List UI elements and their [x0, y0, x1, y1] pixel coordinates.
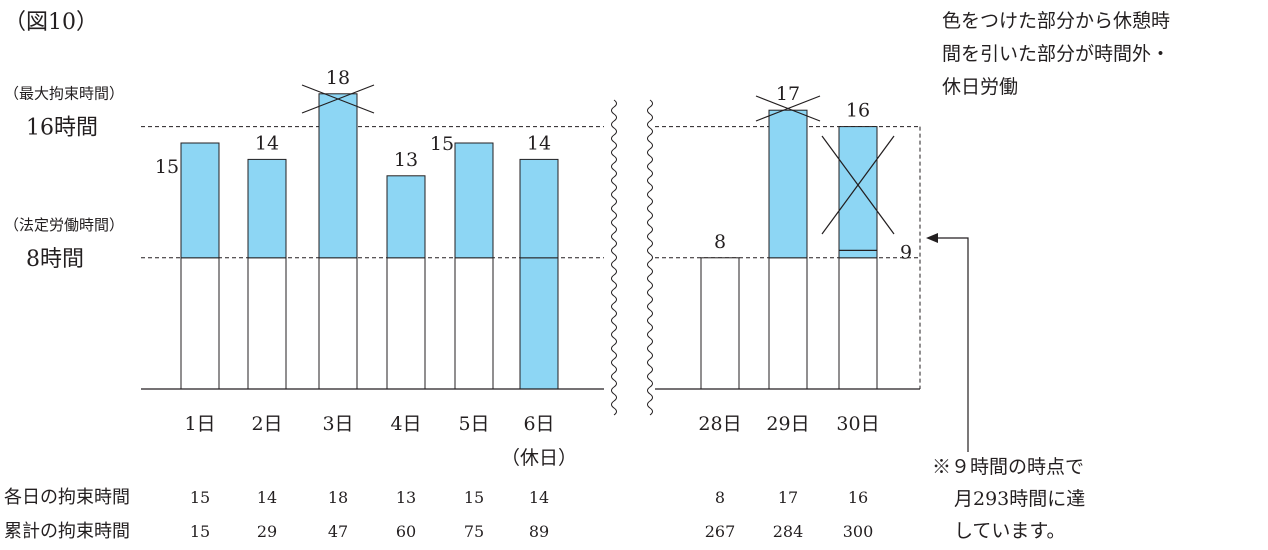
table-cell-0-7: 17 — [778, 488, 798, 507]
bar-overtime-29日 — [768, 109, 808, 259]
table-cell-1-8: 300 — [843, 522, 874, 541]
bar-base-29日 — [768, 257, 808, 390]
table-cell-1-2: 47 — [328, 522, 348, 541]
table-row-label-1: 累計の拘束時間 — [4, 521, 130, 542]
day-label-29日: 29日 — [766, 413, 809, 435]
table-cell-1-4: 75 — [464, 522, 484, 541]
day-label-4日: 4日 — [390, 413, 421, 435]
data-table: 各日の拘束時間 15 14 18 13 15 14 8 17 16 累計の拘束時間 15 29 47 60 7… — [4, 487, 873, 542]
marker-label-9: 9 — [900, 241, 912, 263]
bar-base-28日 — [700, 257, 740, 390]
cross-3日-b — [301, 84, 375, 114]
marker-arrow-head — [926, 233, 938, 243]
marker-arrow-line — [935, 237, 969, 452]
ref-label-8: 8時間 — [26, 247, 84, 272]
legend-note-line-3: 休日労働 — [942, 76, 1018, 98]
bar-value-label-4日: 13 — [394, 149, 418, 171]
table-cell-0-0: 15 — [190, 488, 210, 507]
bar-base-2日 — [247, 257, 287, 390]
bar-value-label-3日: 18 — [326, 67, 350, 89]
bar-overtime-4日 — [386, 175, 426, 259]
footnote: ※９時間の時点で 月293時間に達 しています。 — [932, 456, 1085, 542]
day-label-1日: 1日 — [184, 413, 215, 435]
table-cell-0-6: 8 — [715, 488, 725, 507]
bar-base-1日 — [180, 257, 220, 390]
table-cell-0-5: 14 — [529, 488, 549, 507]
day-label-3日: 3日 — [322, 413, 353, 435]
ref-tag-8: （法定労働時間） — [4, 216, 124, 234]
table-row-label-0: 各日の拘束時間 — [4, 487, 130, 508]
bar-overtime-6日 — [519, 158, 559, 259]
day-label-2日: 2日 — [251, 413, 282, 435]
bar-base-30日 — [838, 257, 878, 390]
footnote-line-2: 月293時間に達 — [954, 488, 1085, 510]
table-cell-1-1: 29 — [257, 522, 277, 541]
bar-value-label-28日: 8 — [714, 231, 726, 253]
table-cell-1-6: 267 — [705, 522, 736, 541]
axis-break-right — [647, 99, 653, 416]
bar-value-label-5日: 15 — [430, 133, 454, 155]
labels: （最大拘束時間） 16時間 （法定労働時間） 8時間 15 1日 14 2日 18 3日 13 4日 1… — [4, 67, 912, 469]
holiday-label: （休日） — [501, 447, 577, 469]
bar-value-label-30日: 16 — [846, 100, 870, 122]
legend-note: 色をつけた部分から休憩時 間を引いた部分が時間外・ 休日労働 — [942, 10, 1170, 98]
ref-tag-16: （最大拘束時間） — [4, 85, 124, 103]
legend-note-line-2: 間を引いた部分が時間外・ — [942, 43, 1170, 65]
ref-label-16: 16時間 — [26, 116, 98, 141]
legend-note-line-1: 色をつけた部分から休憩時 — [942, 10, 1170, 32]
table-cell-0-1: 14 — [257, 488, 277, 507]
bar-overtime-2日 — [247, 158, 287, 259]
footnote-line-1: ※９時間の時点で — [932, 456, 1084, 478]
day-label-6日: 6日 — [523, 413, 554, 435]
bar-overtime-1日 — [180, 142, 220, 259]
table-cell-1-3: 60 — [396, 522, 416, 541]
table-cell-1-0: 15 — [190, 522, 210, 541]
bar-value-label-2日: 14 — [255, 132, 279, 154]
bar-overtime-30日 — [838, 126, 878, 259]
footnote-line-3: しています。 — [954, 520, 1066, 542]
table-cell-0-2: 18 — [328, 488, 348, 507]
day-label-5日: 5日 — [458, 413, 489, 435]
table-cell-1-7: 284 — [773, 522, 804, 541]
bar-base-6日 — [519, 257, 559, 390]
bar-overtime-5日 — [454, 142, 494, 259]
cross-30日-b — [821, 135, 895, 235]
table-cell-0-8: 16 — [848, 488, 868, 507]
axis-break-left — [611, 99, 617, 416]
bar-overtime-3日 — [318, 93, 358, 259]
axis — [141, 99, 969, 452]
bars — [180, 84, 895, 390]
cross-29日-b — [755, 95, 821, 122]
table-cell-0-4: 15 — [464, 488, 484, 507]
bar-value-label-29日: 17 — [776, 83, 800, 105]
bar-value-label-1日: 15 — [155, 156, 179, 178]
day-label-28日: 28日 — [698, 413, 741, 435]
bar-base-5日 — [454, 257, 494, 390]
bar-base-4日 — [386, 257, 426, 390]
bar-value-label-6日: 14 — [527, 132, 551, 154]
bar-base-3日 — [318, 257, 358, 390]
table-cell-0-3: 13 — [396, 488, 416, 507]
figure-label: （図10） — [4, 10, 98, 35]
day-label-30日: 30日 — [836, 413, 879, 435]
table-cell-1-5: 89 — [529, 522, 549, 541]
